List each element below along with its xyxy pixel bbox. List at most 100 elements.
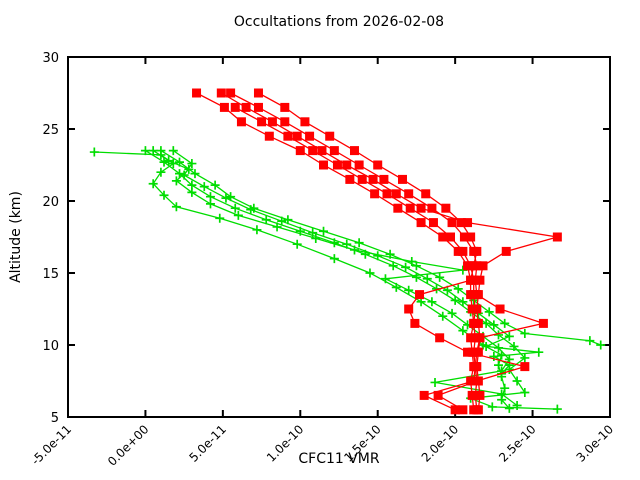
occultation-green-2-line [152,150,518,407]
x-tick-label: 5.0e-11 [186,422,228,464]
occultation-green-5-point [520,388,530,398]
occultation-green-3-point [174,157,184,167]
occultation-red-3-point [379,174,389,184]
occultation-green-5-point [159,157,169,167]
x-tick-label: 1.5e-10 [341,422,383,464]
occultation-red-4-point [433,390,443,400]
occultation-green-2-point [512,400,522,410]
occultation-green-4-point [199,182,209,192]
occultation-red-3-point [472,405,482,415]
occultation-red-3-point [447,218,457,228]
occultation-red-1-point [192,88,202,98]
occultation-red-4-point [415,290,425,300]
occultation-red-2-point [368,174,378,184]
occultation-red-2-point [216,88,226,98]
occultation-green-5-point [388,261,398,271]
occultation-red-5-point [405,203,415,213]
occultation-red-1-point [319,160,329,170]
occultation-red-2-point [416,203,426,213]
occultation-green-5-point [261,215,271,225]
occultation-green-2-point [497,389,507,399]
occultation-red-1-point [219,102,229,112]
occultation-red-3-point [495,304,505,314]
occultation-red-1-point [438,232,448,242]
occultation-red-2-point [342,160,352,170]
occultation-red-4-point [373,160,383,170]
occultation-green-3-point [500,318,510,328]
occultation-green-4-point [277,216,287,226]
occultation-red-2-point [267,117,277,127]
x-tick-label: 1.0e-10 [264,422,306,464]
occultation-red-5-point [257,117,267,127]
occultation-green-1-point [329,254,339,264]
occultation-green-5-point [450,295,460,305]
plot-border [67,56,611,418]
occultation-green-1-point [458,326,468,336]
occultation-red-4-point [441,203,451,213]
occultation-green-5-point [481,318,491,328]
occultation-green-4-point [504,331,514,341]
occultation-red-3-point [329,146,339,156]
y-tick-label: 30 [42,51,59,66]
x-tick-label: 2.0e-10 [419,422,461,464]
occultation-green-4-point [534,347,544,357]
occultation-red-4-point [349,146,359,156]
occultation-red-4-point [520,362,530,372]
occultation-red-1-point [453,246,463,256]
occultation-green-4-point [246,205,256,215]
occultation-red-1-point [264,131,274,141]
occultation-green-4-point [489,352,499,362]
occultation-red-2-point [478,261,488,271]
occultation-red-4-point [404,304,414,314]
x-tick-label: 0.0e+00 [105,422,152,469]
occultation-red-5-point [469,376,479,386]
occultation-red-2-point [473,318,483,328]
occultation-green-3-point [453,284,463,294]
occultation-red-5-point [469,347,479,357]
occultation-red-3-point [253,102,263,112]
occultation-green-1-point [365,268,375,278]
occultation-green-4-point [458,297,468,307]
y-tick-label: 25 [42,123,59,138]
occultation-green-2-point [430,377,440,387]
occultation-green-2-point [164,156,174,166]
occultation-green-3-point [484,307,494,317]
occultation-red-4-point [472,246,482,256]
y-tick-label: 5 [51,411,59,426]
occultation-green-4-point [187,159,197,169]
occultation-red-2-point [241,102,251,112]
occultation-red-2-point [391,189,401,199]
occultation-green-1-point [252,225,262,235]
occultation-red-2-point [463,218,473,228]
occultation-red-2-point [317,146,327,156]
occultation-red-5-point [469,275,479,285]
occultation-green-4-point [489,320,499,330]
occultation-green-5-point [552,404,562,414]
occultation-green-5-point [509,341,519,351]
occultation-red-4-point [280,102,290,112]
occultation-green-3-point [319,226,329,236]
occultation-green-1-point [89,147,99,157]
occultation-red-5-point [230,102,240,112]
occultation-red-1-point [370,189,380,199]
occultation-red-2-point [475,275,485,285]
occultation-green-5-point [140,146,150,156]
occultation-green-1-point [292,239,302,249]
occultation-red-1-line [196,92,475,410]
occultation-red-2-point [292,131,302,141]
occultation-red-5-point [419,390,429,400]
occultation-red-5-point [458,246,468,256]
occultation-red-5-point [382,189,392,199]
occultation-green-5-line [145,150,558,410]
occultation-red-1-point [393,203,403,213]
occultation-green-2-point [404,285,414,295]
occultation-green-3-point [385,249,395,259]
occultation-red-3-point [538,318,548,328]
occultation-red-1-point [295,146,305,156]
y-tick-label: 15 [42,267,59,282]
occultation-red-3-point [459,232,469,242]
occultation-green-2-point [233,210,243,220]
x-tick-label: 2.5e-10 [496,422,538,464]
